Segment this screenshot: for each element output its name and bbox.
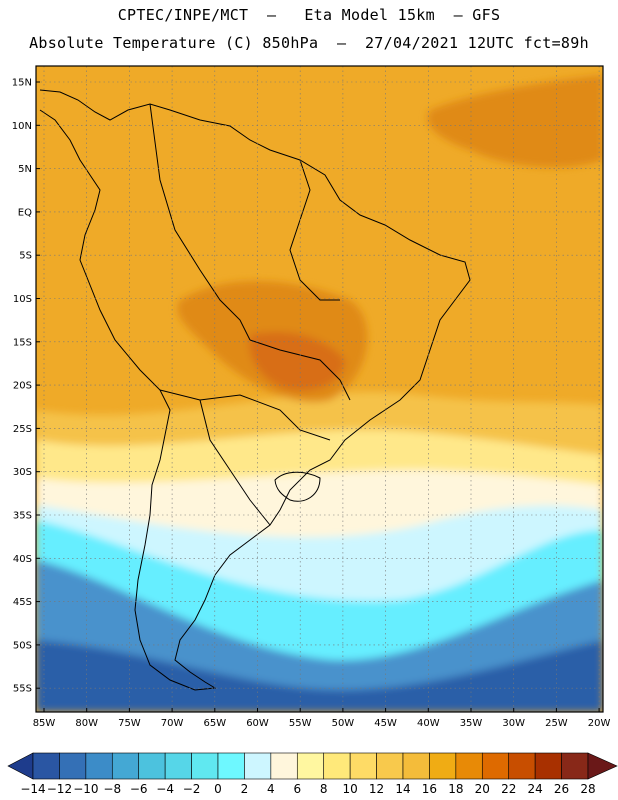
colorbar-label: 24 <box>528 782 543 796</box>
lat-label: 15N <box>12 78 32 89</box>
colorbar-label: 0 <box>214 782 222 796</box>
colorbar-labels: −14 −12 −10 −8 −6 −4 −2 0 2 4 6 8 10 12 14 16 18 20 22 24 26… <box>20 782 595 796</box>
lon-label: 55W <box>289 718 312 729</box>
colorbar-label: 2 <box>241 782 249 796</box>
lat-label: EQ <box>18 207 32 218</box>
lat-label: 50S <box>13 640 32 651</box>
land-very-hot-core <box>249 331 345 391</box>
map-frame <box>35 65 604 713</box>
colorbar-label: 12 <box>369 782 384 796</box>
lat-label: 10S <box>13 294 32 305</box>
temperature-colorbar <box>7 752 618 780</box>
colorbar-label: 16 <box>422 782 437 796</box>
colorbar-swatch <box>376 752 404 780</box>
lon-label: 65W <box>203 718 226 729</box>
border-brazil-north <box>289 159 340 301</box>
border-bolivia-south <box>159 389 331 441</box>
lon-label: 30W <box>502 718 525 729</box>
colorbar-swatch <box>349 752 377 780</box>
colorbar-swatch <box>402 752 430 780</box>
colorbar-swatch <box>164 752 192 780</box>
lon-label: 35W <box>460 718 483 729</box>
map-title-line-2: Absolute Temperature (C) 850hPa – 27/04/… <box>29 34 589 52</box>
colorbar-label: 4 <box>267 782 275 796</box>
ocean-far-south-band <box>36 640 603 712</box>
lon-label: 50W <box>332 718 355 729</box>
lon-label: 80W <box>75 718 98 729</box>
colorbar-label: 8 <box>320 782 328 796</box>
colorbar-label: 18 <box>448 782 463 796</box>
colorbar-label: 26 <box>554 782 569 796</box>
colorbar-label: 10 <box>343 782 358 796</box>
latitude-axis: 15N 10N 5N EQ 5S 10S 15S 20S 25S 30S 35S 40S 45S 50S 5… <box>12 78 40 695</box>
colorbar-label: 14 <box>395 782 410 796</box>
colorbar-label: −12 <box>47 782 72 796</box>
lon-label: 70W <box>161 718 184 729</box>
lon-label: 75W <box>118 718 141 729</box>
border-brazil-paraguay <box>249 339 351 401</box>
colorbar-swatch <box>32 752 60 780</box>
longitude-axis: 85W 80W 75W 70W 65W 60W 55W 50W 45W 40W 35W 30W 25W 2… <box>33 708 611 729</box>
colorbar-swatch <box>217 752 245 780</box>
lon-label: 40W <box>417 718 440 729</box>
colorbar-swatch <box>455 752 483 780</box>
lat-label: 55S <box>13 684 32 695</box>
lat-label: 35S <box>13 511 32 522</box>
colorbar-swatch <box>323 752 351 780</box>
colorbar-swatch <box>85 752 113 780</box>
colorbar-label: −10 <box>73 782 98 796</box>
colorbar-swatch <box>481 752 510 780</box>
lat-lon-grid <box>36 66 603 712</box>
map-plot-area <box>36 66 603 712</box>
colorbar-swatch <box>534 752 562 780</box>
border-chile-argentina <box>199 399 271 526</box>
colorbar-label: −6 <box>130 782 148 796</box>
lon-label: 25W <box>545 718 568 729</box>
colorbar-swatch <box>296 752 325 780</box>
colorbar-swatch <box>138 752 166 780</box>
colorbar-swatch <box>191 752 219 780</box>
lon-label: 60W <box>246 718 269 729</box>
country-borders <box>39 89 471 691</box>
lat-label: 20S <box>13 381 32 392</box>
colorbar-swatch <box>59 752 87 780</box>
lat-label: 45S <box>13 597 32 608</box>
lat-label: 15S <box>13 337 32 348</box>
lat-label: 5S <box>19 251 32 262</box>
colorbar-swatch <box>111 752 140 780</box>
map-title-line-1: CPTEC/INPE/MCT – Eta Model 15km – GFS <box>117 6 501 24</box>
border-uruguay <box>274 471 321 502</box>
lat-label: 10N <box>12 121 32 132</box>
lon-label: 45W <box>374 718 397 729</box>
lat-label: 30S <box>13 467 32 478</box>
colorbar-label: 28 <box>580 782 595 796</box>
colorbar-swatch <box>508 752 536 780</box>
colorbar-label: −8 <box>103 782 121 796</box>
colorbar-swatch <box>244 752 272 780</box>
colorbar-swatch <box>561 752 589 780</box>
border-colombia-peru <box>149 103 251 341</box>
colorbar-label: −14 <box>20 782 45 796</box>
colorbar-max-arrow <box>587 752 618 780</box>
colorbar-label: −4 <box>156 782 174 796</box>
lat-label: 5N <box>18 164 32 175</box>
colorbar-label: 20 <box>475 782 490 796</box>
lon-label: 85W <box>33 718 56 729</box>
lat-label: 25S <box>13 424 32 435</box>
colorbar-label: 22 <box>501 782 516 796</box>
lat-label: 40S <box>13 554 32 565</box>
colorbar-swatch <box>270 752 298 780</box>
colorbar-swatch <box>429 752 457 780</box>
lon-label: 20W <box>588 718 611 729</box>
south-america-coastline <box>39 89 471 691</box>
colorbar-label: −2 <box>183 782 201 796</box>
colorbar-min-arrow <box>7 752 34 780</box>
colorbar-label: 6 <box>293 782 301 796</box>
